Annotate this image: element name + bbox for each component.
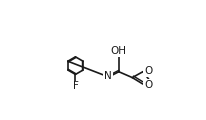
Text: N: N — [104, 71, 112, 81]
Text: O: O — [144, 80, 152, 90]
Text: F: F — [73, 81, 78, 91]
Text: O: O — [144, 66, 152, 76]
Text: OH: OH — [111, 46, 127, 56]
